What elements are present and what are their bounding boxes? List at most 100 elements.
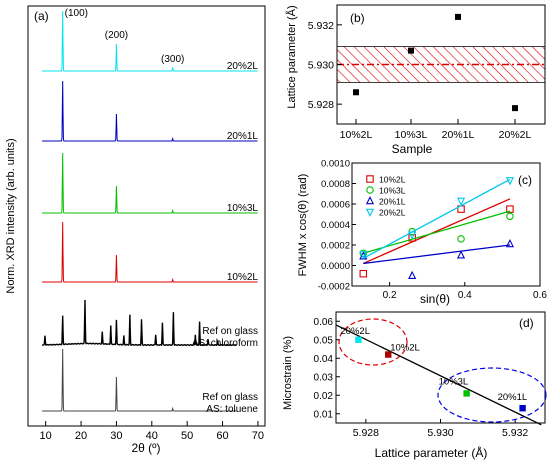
data-point <box>408 270 417 280</box>
data-point <box>359 250 368 260</box>
y-tick-label: 0.06 <box>314 317 334 328</box>
y-tick-label: 5.928 <box>308 99 334 111</box>
y-tick-label: 0.03 <box>314 372 334 383</box>
legend-label: 10%3L <box>379 186 406 196</box>
x-tick-label: 20%2L <box>499 129 532 141</box>
y-tick-label: 0.05 <box>314 335 334 346</box>
fit-line <box>363 210 511 254</box>
x-tick-label: 70 <box>252 430 264 442</box>
y-tick-label: 0.02 <box>314 391 334 402</box>
xrd-trace-2 <box>42 152 258 214</box>
data-point <box>456 250 466 259</box>
panel-a-xrd: (a) Norm. XRD intensity (arb. units) 2θ … <box>5 5 266 455</box>
legend-label: 20%2L <box>379 208 406 218</box>
panel-b-ylabel: Lattice parameter (Å) <box>285 5 298 108</box>
point-label: 10%3L <box>439 376 469 387</box>
y-tick-label: -0.0002 <box>318 282 350 293</box>
y-tick-label: 0.0006 <box>321 200 350 211</box>
trace-label: AS: chloroform <box>192 338 258 349</box>
data-point <box>359 249 368 257</box>
trace-label: AS: toluene <box>206 404 258 415</box>
panel-a-frame <box>27 5 266 427</box>
trace-label: 20%2L <box>227 61 259 72</box>
point-label: 20%1L <box>498 392 528 403</box>
panel-b-lattice: Lattice parameter (Å) Sample 5.9285.9305… <box>285 4 546 156</box>
xrd-trace-0 <box>42 10 258 72</box>
data-point <box>505 239 515 248</box>
legend-marker <box>366 175 374 183</box>
data-point <box>506 212 514 221</box>
peak-label: (300) <box>161 54 184 65</box>
panel-d-microstrain: Microstrain (%) Lattice parameter (Å) 0.… <box>282 311 547 460</box>
legend-label: 20%1L <box>379 197 406 207</box>
trace-label: Ref on glass <box>202 326 258 337</box>
y-tick-label: 0.0000 <box>321 261 350 272</box>
panel-b-letter: (b) <box>350 11 365 25</box>
group-ellipse-1 <box>338 318 408 366</box>
xrd-trace-3 <box>42 221 258 283</box>
panel-c-plot: -0.0002 0.0000 0.0002 0.0004 0.0006 0.0008 0.0… <box>318 159 548 302</box>
panel-a-ylabel: Norm. XRD intensity (arb. units) <box>5 138 17 293</box>
legend-marker <box>365 196 375 205</box>
x-tick-label: 0.2 <box>383 290 397 301</box>
xrd-trace-1 <box>42 80 258 142</box>
x-tick-label: 10%2L <box>340 129 373 141</box>
y-tick-label: 5.930 <box>308 60 334 72</box>
data-point <box>457 235 465 243</box>
panel-b-plot: 5.928 5.930 5.932 10%2L 10%3L 20%1L 20%2L <box>308 4 546 141</box>
data-point <box>505 177 515 186</box>
x-tick-label: 10%3L <box>395 129 428 141</box>
panel-a-xticks: 10 20 30 40 50 60 70 <box>40 421 264 442</box>
data-point <box>456 197 466 206</box>
data-point <box>463 390 470 397</box>
y-tick-label: 0.0004 <box>321 220 350 231</box>
x-tick-label: 60 <box>216 430 228 442</box>
y-tick-label: 0.0010 <box>321 159 350 170</box>
panel-c-williamson-hall: FWHM x cos(θ) (rad) sin(θ) -0.0002 0.0000… <box>297 159 547 307</box>
trace-label: 10%3L <box>227 203 259 214</box>
x-tick-label: 5.930 <box>427 427 453 439</box>
y-tick-label: 0.01 <box>314 409 334 420</box>
data-point <box>385 351 392 358</box>
x-tick-label: 5.932 <box>502 427 528 439</box>
legend-label: 10%2L <box>379 175 406 185</box>
fit-line <box>363 198 511 265</box>
peak-label: (100) <box>65 8 88 19</box>
panel-c-ylabel: FWHM x cos(θ) (rad) <box>297 174 309 277</box>
y-tick-label: 0.0008 <box>321 179 350 190</box>
y-tick-label: 0.0002 <box>321 241 350 252</box>
data-point <box>506 205 514 213</box>
panel-a-xlabel: 2θ (º) <box>131 441 160 455</box>
x-tick-label: 20 <box>75 430 87 442</box>
x-tick-label: 20%1L <box>442 129 475 141</box>
panel-b-xlabel: Sample <box>392 142 433 156</box>
panel-c-letter: (c) <box>518 173 532 187</box>
x-tick-label: 5.928 <box>353 427 379 439</box>
xrd-trace-4 <box>41 299 237 347</box>
data-point <box>359 269 368 278</box>
trace-label: 10%2L <box>227 272 259 283</box>
data-point <box>408 47 414 54</box>
peak-label: (200) <box>105 30 128 41</box>
point-label: 10%2L <box>390 343 420 354</box>
trace-label: 20%1L <box>227 131 259 142</box>
panel-d-letter: (d) <box>519 316 534 330</box>
data-point <box>408 231 417 240</box>
data-point <box>455 13 461 20</box>
fit-line <box>363 244 511 265</box>
x-tick-label: 10 <box>40 430 52 442</box>
fit-line <box>335 324 542 426</box>
legend-marker <box>366 186 374 194</box>
point-label: 20%2L <box>340 326 370 337</box>
xrd-trace-5 <box>42 348 237 412</box>
data-point <box>353 89 359 96</box>
x-tick-label: 0.6 <box>533 290 547 301</box>
data-point <box>355 336 362 343</box>
group-ellipse-2 <box>437 367 547 423</box>
panel-d-xlabel: Lattice parameter (Å) <box>375 445 488 460</box>
panel-a-peak-labels: (100) (200) (300) <box>65 8 185 65</box>
fit-line <box>362 178 511 259</box>
data-point <box>512 105 518 112</box>
